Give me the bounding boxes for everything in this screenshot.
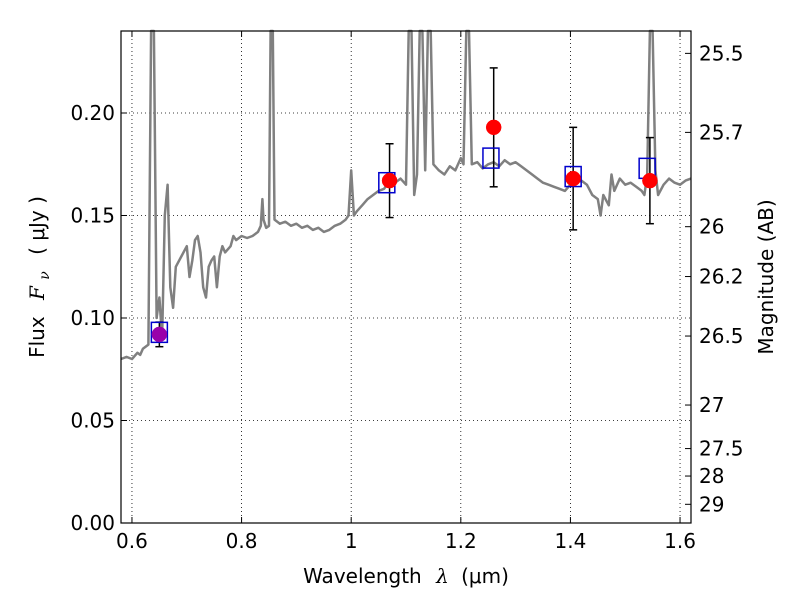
error-bars xyxy=(155,67,654,348)
y-tick-label: 0.15 xyxy=(70,204,115,228)
y2-tick-label: 28 xyxy=(699,464,724,488)
y-tick-label: 0.05 xyxy=(70,409,115,433)
y2-tick-label: 26 xyxy=(699,215,724,239)
y2-tick-label: 26.5 xyxy=(699,324,744,348)
model-photometry-square xyxy=(482,147,500,169)
y-tick-label: 0.00 xyxy=(70,511,115,535)
y-tick-label: 0.20 xyxy=(70,101,115,125)
x-tick-label: 0.8 xyxy=(226,529,258,553)
x-axis-label: Wavelength λ (μm) xyxy=(303,564,509,588)
axis-ticks: 0.6 0.8 1 1.2 1.4 1.6 0.00 0.05 0.10 0.15 0.20 25.5… xyxy=(70,31,744,553)
y-axis-label-symbol: F xyxy=(25,285,49,301)
grid-lines xyxy=(121,31,691,524)
y2-tick-label: 25.7 xyxy=(699,120,744,144)
y2-tick-label: 27 xyxy=(699,393,724,417)
y-axis-label-unit: ( μJy ) xyxy=(25,196,49,255)
model-photometry-square xyxy=(564,165,582,188)
observed-point xyxy=(381,172,398,189)
y-tick-label: 0.10 xyxy=(70,306,115,330)
observed-photometry-markers xyxy=(151,119,658,343)
x-tick-label: 1.4 xyxy=(555,529,587,553)
model-spectrum xyxy=(120,29,692,361)
y2-tick-label: 29 xyxy=(699,492,724,516)
y-axis-label: Flux F ν ( μJy ) xyxy=(25,196,54,358)
x-tick-label: 1.2 xyxy=(445,529,477,553)
y2-tick-label: 26.2 xyxy=(699,265,744,289)
x-tick-label: 0.6 xyxy=(116,529,148,553)
model-photometry-square xyxy=(150,321,169,344)
x-axis-label-unit: (μm) xyxy=(461,564,509,588)
observed-point xyxy=(151,326,168,343)
plot-frame xyxy=(120,30,692,524)
observed-point xyxy=(642,172,658,189)
y2-tick-label: 27.5 xyxy=(699,437,744,461)
x-axis-label-symbol: λ xyxy=(435,564,449,588)
y2-tick-label: 25.5 xyxy=(699,41,744,65)
y2-axis-label: Magnitude (AB) xyxy=(754,199,778,354)
observed-point xyxy=(565,170,581,187)
y-axis-label-subscript: ν xyxy=(37,271,53,280)
observed-point xyxy=(485,119,502,136)
y-axis-label-text: Flux xyxy=(25,316,49,358)
axis-labels: Wavelength λ (μm) Flux F ν ( μJy ) Magni… xyxy=(25,196,778,588)
spectrum-line xyxy=(120,29,692,361)
x-axis-label-text: Wavelength xyxy=(303,564,422,588)
x-tick-label: 1.6 xyxy=(664,529,696,553)
x-tick-label: 1 xyxy=(345,529,358,553)
